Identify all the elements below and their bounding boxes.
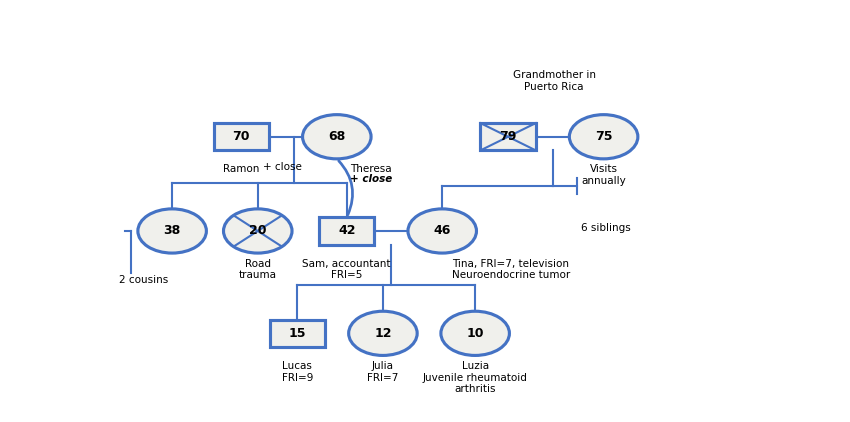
Text: Sam, accountant
FRI=5: Sam, accountant FRI=5 [303,259,391,280]
Text: 42: 42 [338,225,355,238]
Text: Road
trauma: Road trauma [239,259,277,280]
Text: 20: 20 [249,225,267,238]
Text: Luzia
Juvenile rheumatoid
arthritis: Luzia Juvenile rheumatoid arthritis [422,361,528,394]
Text: 38: 38 [163,225,181,238]
Text: Ramon: Ramon [223,164,259,174]
Ellipse shape [441,311,509,355]
Text: 68: 68 [328,130,345,143]
Text: 6 siblings: 6 siblings [581,223,631,233]
Ellipse shape [408,209,477,253]
Ellipse shape [303,115,371,159]
Text: Theresa: Theresa [350,164,392,174]
Text: Lucas
FRI=9: Lucas FRI=9 [281,361,313,383]
Ellipse shape [348,311,417,355]
Bar [319,217,374,245]
Text: Visits
annually: Visits annually [581,164,626,186]
Ellipse shape [224,209,292,253]
Text: 70: 70 [233,130,250,143]
Text: 2 cousins: 2 cousins [119,275,168,285]
Text: 10: 10 [467,327,484,340]
Bar [269,320,325,347]
Text: 46: 46 [434,225,450,238]
Text: Julia
FRI=7: Julia FRI=7 [367,361,399,383]
Text: Grandmother in
Puerto Rica: Grandmother in Puerto Rica [513,70,596,92]
Text: 15: 15 [288,327,306,340]
Ellipse shape [138,209,207,253]
Ellipse shape [570,115,638,159]
Bar [213,123,269,150]
Text: 75: 75 [595,130,612,143]
Text: Tina, FRI=7, television
Neuroendocrine tumor: Tina, FRI=7, television Neuroendocrine t… [452,259,570,280]
Bar [480,123,536,150]
Text: + close: + close [350,174,392,184]
Text: 12: 12 [374,327,392,340]
Text: 79: 79 [500,130,517,143]
Text: + close: + close [263,162,302,172]
